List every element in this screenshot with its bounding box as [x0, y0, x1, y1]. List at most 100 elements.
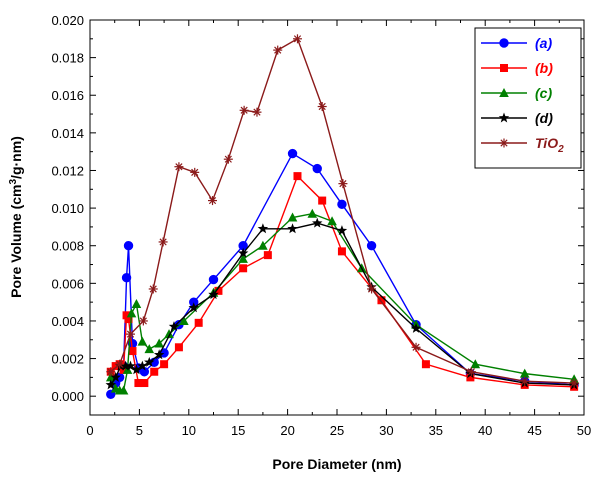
x-axis-title: Pore Diameter (nm): [272, 456, 401, 472]
legend-item: TiO2: [481, 135, 564, 155]
data-point: [520, 376, 530, 386]
x-tick-label: 15: [231, 423, 245, 438]
legend-label: (c): [535, 85, 552, 101]
legend-label: (b): [535, 60, 553, 76]
data-point: [410, 322, 422, 333]
data-point: [237, 247, 249, 258]
legend-label: (a): [535, 35, 552, 51]
data-point: [105, 372, 116, 382]
data-point-shape: [105, 372, 116, 382]
data-point-stroke: [293, 35, 302, 43]
data-point-stroke: [126, 330, 135, 338]
y-tick-label: 0.004: [51, 314, 84, 329]
data-point: [126, 308, 137, 318]
legend-marker: [500, 64, 508, 72]
y-tick-label: 0.016: [51, 88, 84, 103]
data-point-shape: [174, 343, 183, 352]
data-point: [519, 368, 530, 378]
data-point-shape: [208, 274, 219, 285]
data-point-shape: [125, 360, 136, 371]
data-point-shape: [188, 302, 199, 313]
data-point: [239, 264, 248, 273]
data-point-shape: [239, 264, 248, 273]
data-point: [273, 45, 283, 55]
data-point-shape: [336, 225, 348, 236]
y-axis-title-sup: 3: [8, 179, 19, 185]
legend-item: (d): [481, 110, 553, 126]
data-point-shape: [263, 251, 272, 260]
data-point: [307, 208, 318, 218]
series-4: [105, 217, 580, 390]
legend-label-main: TiO: [535, 135, 558, 151]
data-point: [158, 237, 168, 247]
data-point-stroke: [159, 238, 167, 246]
data-point-shape: [123, 241, 134, 251]
data-point: [312, 217, 323, 228]
legend-marker: [499, 88, 509, 97]
legend-item: (a): [481, 35, 552, 51]
data-point: [208, 196, 218, 206]
data-point: [105, 379, 116, 390]
data-point: [367, 284, 377, 294]
data-point-shape: [337, 247, 346, 256]
data-point: [126, 329, 136, 339]
data-point-shape: [366, 241, 377, 251]
y-axis-title-main: Pore Volume (cm: [8, 185, 24, 298]
y-tick-label: 0.002: [51, 352, 84, 367]
data-point: [125, 360, 136, 371]
data-point-stroke: [175, 163, 183, 171]
data-point-shape: [214, 286, 223, 295]
legend-marker: [498, 112, 510, 123]
data-point: [174, 343, 183, 352]
legend-label-main: (c): [535, 85, 552, 101]
data-point-stroke: [339, 180, 347, 188]
y-axis-title: Pore Volume (cm3/g·nm): [8, 136, 24, 298]
x-tick-label: 25: [330, 423, 344, 438]
data-point-stroke: [467, 368, 475, 376]
series-line: [110, 152, 575, 395]
x-axis: 0 5 10 15 20 25 30 35 40 45 50: [86, 20, 591, 438]
legend: (a) (b) (c) (d) TiO2: [474, 27, 582, 169]
data-point-stroke: [139, 317, 147, 325]
data-point: [120, 360, 131, 371]
data-point: [168, 321, 180, 332]
data-point: [337, 199, 347, 210]
data-point-stroke: [116, 360, 124, 368]
x-tick-label: 45: [527, 423, 541, 438]
data-point-shape: [137, 336, 148, 346]
data-point: [128, 347, 137, 356]
data-point: [194, 318, 203, 327]
data-point-stroke: [107, 368, 115, 376]
y-axis: 0.000 0.002 0.004 0.006 0.008 0.010 0.012 0.014…: [51, 13, 584, 404]
data-point: [327, 216, 337, 226]
x-tick-label: 35: [429, 423, 443, 438]
legend-item: (c): [481, 85, 552, 101]
legend-label: (d): [535, 110, 553, 126]
data-point: [110, 371, 121, 382]
y-tick-label: 0.006: [51, 276, 84, 291]
data-point-shape: [140, 379, 149, 388]
data-point-shape: [121, 272, 132, 283]
data-point-shape: [144, 344, 155, 354]
series-line: [110, 213, 575, 392]
data-point: [121, 272, 132, 283]
legend-marker-stroke: [500, 139, 508, 147]
data-point: [239, 105, 249, 115]
data-point: [124, 315, 133, 324]
data-point-shape: [337, 199, 347, 210]
data-point-shape: [164, 329, 174, 339]
x-tick-label: 5: [136, 423, 143, 438]
data-point-stroke: [240, 106, 248, 114]
data-point: [214, 286, 223, 295]
data-point: [188, 302, 199, 313]
data-point-shape: [293, 172, 302, 181]
data-point-shape: [258, 240, 268, 250]
x-tick-label: 0: [86, 423, 93, 438]
x-tick-label: 40: [478, 423, 492, 438]
data-point-shape: [160, 360, 169, 369]
data-point-shape: [154, 338, 164, 348]
data-point: [336, 225, 348, 236]
data-point-shape: [105, 379, 116, 390]
legend-marker-shape: [499, 38, 509, 48]
